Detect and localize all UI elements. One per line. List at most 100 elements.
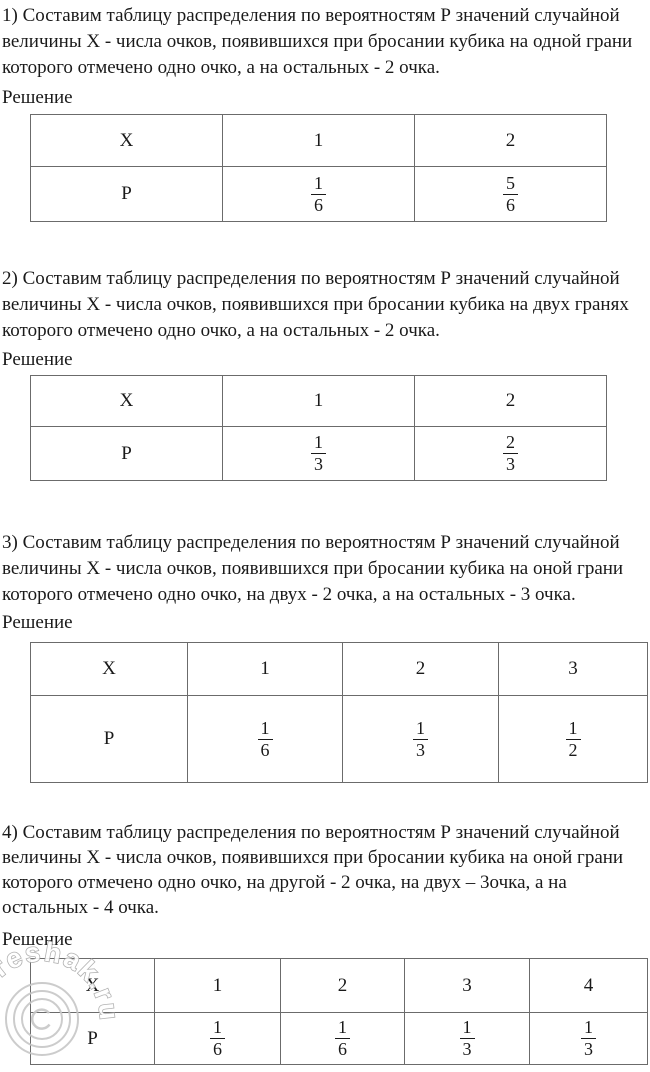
x-value-cell: 1 (187, 642, 343, 696)
problem-2-text: 2) Составим таблицу распределения по вер… (2, 266, 650, 344)
table-row: P 1 3 2 3 (30, 426, 607, 481)
x-value-cell: 3 (498, 642, 648, 696)
p-value-cell: 1 3 (404, 1012, 530, 1065)
table-row: X 1 2 (30, 114, 607, 167)
problem-1-text: 1) Составим таблицу распределения по вер… (2, 3, 650, 81)
solution-label-3: Решение (2, 612, 73, 633)
fraction-numerator: 1 (311, 432, 326, 454)
p-label-cell: P (30, 695, 188, 783)
distribution-table-4: X 1 2 3 4 P 1 6 1 6 1 3 1 (30, 958, 648, 1065)
fraction-numerator: 1 (565, 718, 581, 740)
watermark-text: reshak.ru (0, 937, 124, 1023)
x-value-cell: 2 (342, 642, 499, 696)
fraction-numerator: 1 (581, 1017, 596, 1039)
text-line: величины Х - числа очков, появившихся пр… (2, 31, 633, 52)
x-value-cell: 2 (414, 375, 607, 427)
distribution-table-1: X 1 2 P 1 6 5 6 (30, 114, 607, 222)
solution-label-2: Решение (2, 349, 73, 370)
reshak-watermark: reshak.ru (0, 936, 124, 1056)
fraction-numerator: 1 (257, 718, 273, 740)
problem-4-text: 4) Составим таблицу распределения по вер… (2, 820, 650, 920)
fraction: 1 3 (459, 1017, 475, 1060)
fraction-denominator: 3 (506, 454, 515, 474)
fraction-denominator: 6 (213, 1039, 222, 1059)
text-line: 3) Составим таблицу распределения по вер… (2, 532, 620, 553)
copyright-spiral-icon (5, 982, 79, 1056)
text-line: которого отмечено одно очко, а на осталь… (2, 320, 440, 341)
p-value-cell: 1 6 (154, 1012, 281, 1065)
fraction-denominator: 6 (338, 1039, 347, 1059)
p-value-cell: 5 6 (414, 166, 607, 222)
x-value-cell: 3 (404, 958, 530, 1013)
x-label-cell: X (30, 642, 188, 696)
x-value-cell: 1 (222, 375, 415, 427)
text-line: 2) Составим таблицу распределения по вер… (2, 268, 620, 289)
p-value-cell: 1 2 (498, 695, 648, 783)
fraction-numerator: 1 (413, 718, 428, 740)
distribution-table-2: X 1 2 P 1 3 2 3 (30, 375, 607, 481)
x-label-cell: X (30, 114, 223, 167)
fraction: 2 3 (503, 432, 518, 475)
problem-3-text: 3) Составим таблицу распределения по вер… (2, 530, 650, 608)
fraction-numerator: 1 (311, 173, 326, 195)
fraction-numerator: 2 (503, 432, 518, 454)
fraction: 1 6 (335, 1017, 350, 1060)
table-row: P 1 6 1 3 1 2 (30, 695, 648, 783)
text-line: величины Х - числа очков, появившихся пр… (2, 847, 624, 868)
fraction-denominator: 3 (416, 739, 425, 760)
table-row: P 1 6 5 6 (30, 166, 607, 222)
fraction-denominator: 6 (260, 739, 270, 760)
fraction-denominator: 6 (506, 194, 515, 215)
x-value-cell: 4 (529, 958, 648, 1013)
fraction-denominator: 6 (314, 194, 323, 215)
p-value-cell: 1 6 (222, 166, 415, 222)
fraction: 1 6 (257, 718, 273, 761)
solution-label-4: Решение (2, 929, 73, 950)
x-label-cell: X (30, 375, 223, 427)
text-line: 1) Составим таблицу распределения по вер… (2, 5, 620, 26)
solution-label-1: Решение (2, 87, 73, 108)
p-value-cell: 1 3 (529, 1012, 648, 1065)
x-value-cell: 2 (280, 958, 405, 1013)
text-line: величины Х - числа очков, появившихся пр… (2, 558, 624, 579)
fraction-numerator: 5 (503, 173, 518, 195)
p-value-cell: 1 3 (222, 426, 415, 481)
p-value-cell: 1 6 (280, 1012, 405, 1065)
fraction-denominator: 3 (314, 454, 323, 474)
text-line: 4) Составим таблицу распределения по вер… (2, 822, 620, 843)
fraction: 5 6 (503, 173, 518, 216)
distribution-table-3: X 1 2 3 P 1 6 1 3 1 2 (30, 642, 648, 783)
fraction: 1 2 (565, 718, 581, 761)
text-line: остальных - 4 очка. (2, 897, 159, 918)
text-line: которого отмечено одно очко, а на осталь… (2, 57, 440, 78)
p-label-cell: P (30, 1012, 155, 1065)
fraction-denominator: 3 (584, 1039, 593, 1059)
x-label-cell: X (30, 958, 155, 1013)
p-value-cell: 2 3 (414, 426, 607, 481)
fraction: 1 6 (210, 1017, 225, 1060)
p-label-cell: P (30, 166, 223, 222)
fraction: 1 3 (581, 1017, 596, 1060)
text-line: величины Х - числа очков, появившихся пр… (2, 294, 629, 315)
table-row: X 1 2 3 (30, 642, 648, 696)
table-row: X 1 2 3 4 (30, 958, 648, 1013)
fraction-numerator: 1 (459, 1017, 475, 1039)
p-label-cell: P (30, 426, 223, 481)
text-line: которого отмечено одно очко, на двух - 2… (2, 584, 576, 605)
fraction: 1 3 (311, 432, 326, 475)
fraction-denominator: 3 (462, 1039, 472, 1059)
x-value-cell: 1 (154, 958, 281, 1013)
fraction-numerator: 1 (335, 1017, 350, 1039)
table-row: X 1 2 (30, 375, 607, 427)
text-line: которого отмечено одно очко, на другой -… (2, 872, 567, 893)
fraction-denominator: 2 (568, 739, 578, 760)
table-row: P 1 6 1 6 1 3 1 3 (30, 1012, 648, 1065)
p-value-cell: 1 3 (342, 695, 499, 783)
fraction: 1 3 (413, 718, 428, 761)
p-value-cell: 1 6 (187, 695, 343, 783)
x-value-cell: 1 (222, 114, 415, 167)
fraction-numerator: 1 (210, 1017, 225, 1039)
fraction: 1 6 (311, 173, 326, 216)
x-value-cell: 2 (414, 114, 607, 167)
